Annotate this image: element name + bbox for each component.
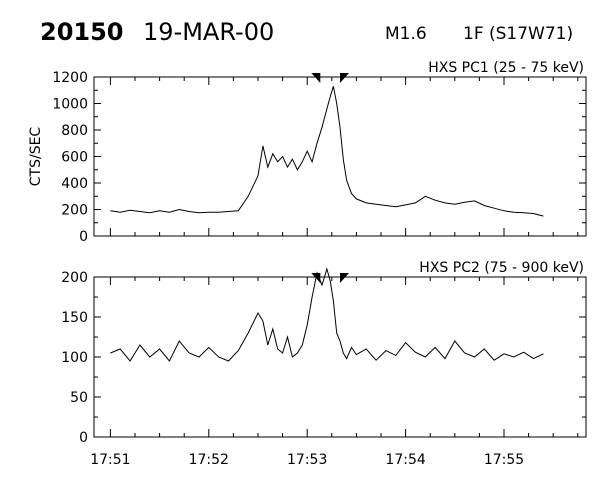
panel-title: HXS PC1 (25 - 75 keV) (428, 60, 584, 76)
x-tick-label: 17:52 (189, 452, 229, 468)
y-tick-label: 100 (61, 350, 88, 366)
event-date: 19-MAR-00 (143, 18, 275, 46)
event-id: 20150 (40, 18, 124, 46)
x-tick-label: 17:51 (90, 452, 130, 468)
interval-marker (340, 73, 349, 83)
panel-1: 0 200 400 600 800 1000 1200 HXS PC1 (25 - 75 ke… (28, 60, 587, 245)
series-line (110, 86, 544, 217)
flare-info: 1F (S17W71) (463, 24, 574, 44)
y-tick-label: 150 (61, 310, 88, 326)
y-tick-label: 800 (61, 123, 88, 139)
y-tick-label: 50 (70, 390, 88, 406)
y-tick-label: 200 (61, 270, 88, 286)
interval-marker (311, 73, 321, 83)
y-tick-label: 0 (79, 430, 88, 446)
interval-marker (340, 273, 349, 283)
panel-2: 0 50 100 150 200 17:51 17:52 17:53 17:54 17:55 HXS… (61, 260, 587, 468)
series-line (110, 267, 544, 362)
y-tick-label: 1200 (52, 70, 88, 86)
y-tick-label: 400 (61, 176, 88, 192)
y-tick-label: 0 (79, 229, 88, 245)
y-tick-label: 200 (61, 203, 88, 219)
x-tick-label: 17:55 (484, 452, 524, 468)
y-tick-label: 600 (61, 150, 88, 166)
panel-title: HXS PC2 (75 - 900 keV) (419, 260, 584, 276)
y-tick-label: 1000 (52, 97, 88, 113)
y-axis-label: CTS/SEC (28, 127, 44, 187)
goes-class: M1.6 (385, 24, 427, 44)
x-tick-label: 17:53 (287, 452, 327, 468)
x-tick-label: 17:54 (385, 452, 425, 468)
